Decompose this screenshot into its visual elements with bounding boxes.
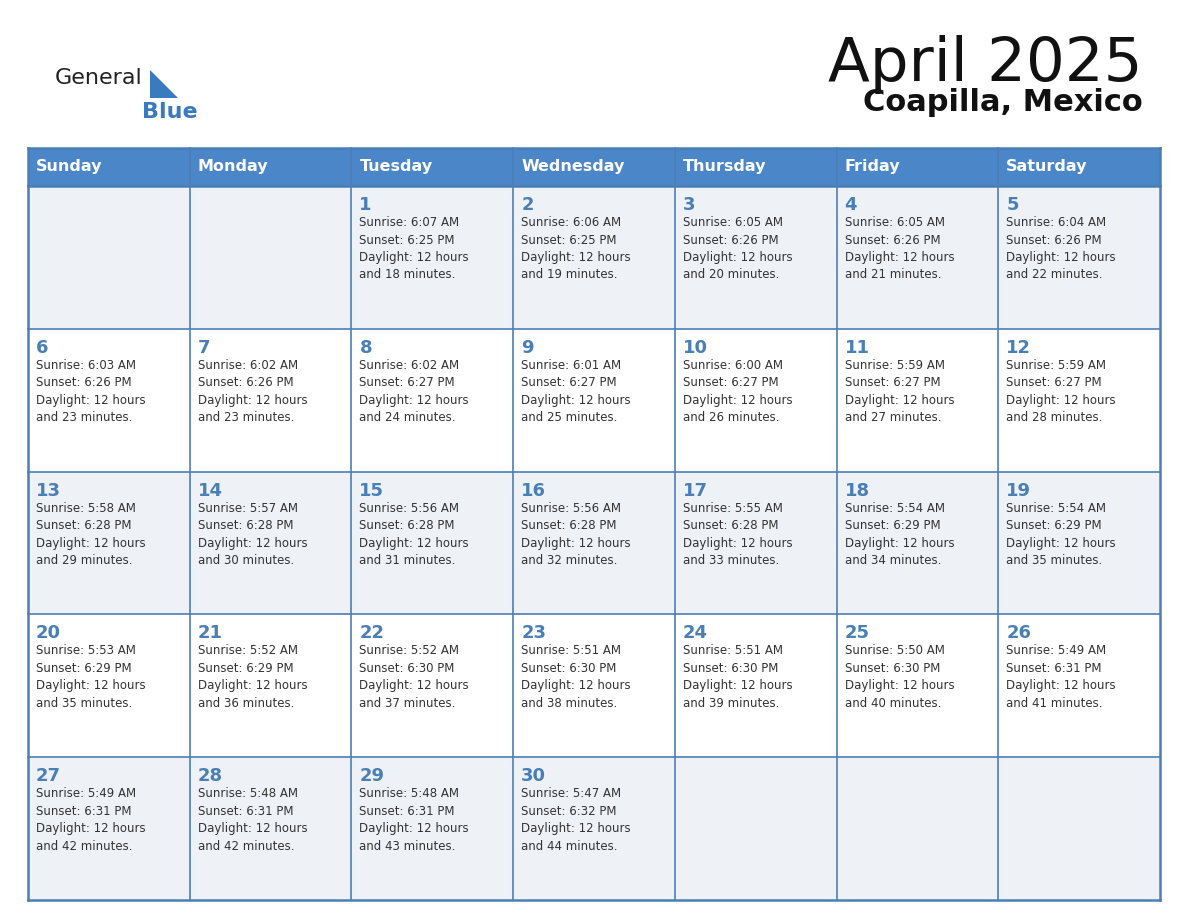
Text: 21: 21	[197, 624, 222, 643]
Text: Friday: Friday	[845, 160, 901, 174]
Text: Sunrise: 5:52 AM
Sunset: 6:29 PM
Daylight: 12 hours
and 36 minutes.: Sunrise: 5:52 AM Sunset: 6:29 PM Dayligh…	[197, 644, 308, 710]
Text: 26: 26	[1006, 624, 1031, 643]
Text: Sunrise: 5:54 AM
Sunset: 6:29 PM
Daylight: 12 hours
and 34 minutes.: Sunrise: 5:54 AM Sunset: 6:29 PM Dayligh…	[845, 501, 954, 567]
Text: 3: 3	[683, 196, 695, 214]
Text: 23: 23	[522, 624, 546, 643]
Bar	[29, 329, 1159, 472]
Text: 22: 22	[360, 624, 385, 643]
Bar	[29, 186, 1159, 329]
Text: Sunrise: 5:50 AM
Sunset: 6:30 PM
Daylight: 12 hours
and 40 minutes.: Sunrise: 5:50 AM Sunset: 6:30 PM Dayligh…	[845, 644, 954, 710]
Text: 17: 17	[683, 482, 708, 499]
Text: Sunrise: 5:59 AM
Sunset: 6:27 PM
Daylight: 12 hours
and 28 minutes.: Sunrise: 5:59 AM Sunset: 6:27 PM Dayligh…	[1006, 359, 1116, 424]
Bar	[29, 148, 1159, 186]
Text: 5: 5	[1006, 196, 1019, 214]
Text: 16: 16	[522, 482, 546, 499]
Text: 11: 11	[845, 339, 870, 357]
Text: 13: 13	[36, 482, 61, 499]
Text: Sunrise: 5:58 AM
Sunset: 6:28 PM
Daylight: 12 hours
and 29 minutes.: Sunrise: 5:58 AM Sunset: 6:28 PM Dayligh…	[36, 501, 146, 567]
Text: 8: 8	[360, 339, 372, 357]
Text: Sunrise: 5:54 AM
Sunset: 6:29 PM
Daylight: 12 hours
and 35 minutes.: Sunrise: 5:54 AM Sunset: 6:29 PM Dayligh…	[1006, 501, 1116, 567]
Text: 20: 20	[36, 624, 61, 643]
Text: 24: 24	[683, 624, 708, 643]
Text: Sunrise: 5:53 AM
Sunset: 6:29 PM
Daylight: 12 hours
and 35 minutes.: Sunrise: 5:53 AM Sunset: 6:29 PM Dayligh…	[36, 644, 146, 710]
Text: Sunrise: 5:56 AM
Sunset: 6:28 PM
Daylight: 12 hours
and 31 minutes.: Sunrise: 5:56 AM Sunset: 6:28 PM Dayligh…	[360, 501, 469, 567]
Text: Sunrise: 6:07 AM
Sunset: 6:25 PM
Daylight: 12 hours
and 18 minutes.: Sunrise: 6:07 AM Sunset: 6:25 PM Dayligh…	[360, 216, 469, 282]
Text: Sunrise: 6:03 AM
Sunset: 6:26 PM
Daylight: 12 hours
and 23 minutes.: Sunrise: 6:03 AM Sunset: 6:26 PM Dayligh…	[36, 359, 146, 424]
Text: 27: 27	[36, 767, 61, 785]
Text: Sunrise: 5:57 AM
Sunset: 6:28 PM
Daylight: 12 hours
and 30 minutes.: Sunrise: 5:57 AM Sunset: 6:28 PM Dayligh…	[197, 501, 308, 567]
Text: 12: 12	[1006, 339, 1031, 357]
Text: Sunrise: 5:51 AM
Sunset: 6:30 PM
Daylight: 12 hours
and 38 minutes.: Sunrise: 5:51 AM Sunset: 6:30 PM Dayligh…	[522, 644, 631, 710]
Text: Sunrise: 6:05 AM
Sunset: 6:26 PM
Daylight: 12 hours
and 21 minutes.: Sunrise: 6:05 AM Sunset: 6:26 PM Dayligh…	[845, 216, 954, 282]
Text: April 2025: April 2025	[828, 35, 1143, 94]
Text: Sunrise: 5:49 AM
Sunset: 6:31 PM
Daylight: 12 hours
and 41 minutes.: Sunrise: 5:49 AM Sunset: 6:31 PM Dayligh…	[1006, 644, 1116, 710]
Text: Sunrise: 5:48 AM
Sunset: 6:31 PM
Daylight: 12 hours
and 42 minutes.: Sunrise: 5:48 AM Sunset: 6:31 PM Dayligh…	[197, 788, 308, 853]
Text: 30: 30	[522, 767, 546, 785]
Text: Sunrise: 6:05 AM
Sunset: 6:26 PM
Daylight: 12 hours
and 20 minutes.: Sunrise: 6:05 AM Sunset: 6:26 PM Dayligh…	[683, 216, 792, 282]
Text: Tuesday: Tuesday	[360, 160, 432, 174]
Bar	[29, 614, 1159, 757]
Text: 29: 29	[360, 767, 385, 785]
Text: 15: 15	[360, 482, 385, 499]
Text: 4: 4	[845, 196, 857, 214]
Text: Sunrise: 5:48 AM
Sunset: 6:31 PM
Daylight: 12 hours
and 43 minutes.: Sunrise: 5:48 AM Sunset: 6:31 PM Dayligh…	[360, 788, 469, 853]
Text: Sunrise: 5:55 AM
Sunset: 6:28 PM
Daylight: 12 hours
and 33 minutes.: Sunrise: 5:55 AM Sunset: 6:28 PM Dayligh…	[683, 501, 792, 567]
Text: 18: 18	[845, 482, 870, 499]
Text: Sunrise: 5:49 AM
Sunset: 6:31 PM
Daylight: 12 hours
and 42 minutes.: Sunrise: 5:49 AM Sunset: 6:31 PM Dayligh…	[36, 788, 146, 853]
Text: Sunrise: 6:00 AM
Sunset: 6:27 PM
Daylight: 12 hours
and 26 minutes.: Sunrise: 6:00 AM Sunset: 6:27 PM Dayligh…	[683, 359, 792, 424]
Text: Sunrise: 5:47 AM
Sunset: 6:32 PM
Daylight: 12 hours
and 44 minutes.: Sunrise: 5:47 AM Sunset: 6:32 PM Dayligh…	[522, 788, 631, 853]
Text: 19: 19	[1006, 482, 1031, 499]
Text: 28: 28	[197, 767, 223, 785]
Text: Wednesday: Wednesday	[522, 160, 625, 174]
Text: 10: 10	[683, 339, 708, 357]
Text: Monday: Monday	[197, 160, 268, 174]
Text: 7: 7	[197, 339, 210, 357]
Text: 2: 2	[522, 196, 533, 214]
Text: Sunday: Sunday	[36, 160, 102, 174]
Text: Coapilla, Mexico: Coapilla, Mexico	[864, 88, 1143, 117]
Bar	[29, 757, 1159, 900]
Text: Blue: Blue	[143, 102, 197, 122]
Text: 9: 9	[522, 339, 533, 357]
Text: 14: 14	[197, 482, 222, 499]
Text: Thursday: Thursday	[683, 160, 766, 174]
Text: Sunrise: 5:56 AM
Sunset: 6:28 PM
Daylight: 12 hours
and 32 minutes.: Sunrise: 5:56 AM Sunset: 6:28 PM Dayligh…	[522, 501, 631, 567]
Polygon shape	[150, 70, 178, 98]
Text: Saturday: Saturday	[1006, 160, 1088, 174]
Text: 6: 6	[36, 339, 49, 357]
Text: Sunrise: 5:51 AM
Sunset: 6:30 PM
Daylight: 12 hours
and 39 minutes.: Sunrise: 5:51 AM Sunset: 6:30 PM Dayligh…	[683, 644, 792, 710]
Bar	[29, 472, 1159, 614]
Text: Sunrise: 6:02 AM
Sunset: 6:27 PM
Daylight: 12 hours
and 24 minutes.: Sunrise: 6:02 AM Sunset: 6:27 PM Dayligh…	[360, 359, 469, 424]
Text: Sunrise: 6:04 AM
Sunset: 6:26 PM
Daylight: 12 hours
and 22 minutes.: Sunrise: 6:04 AM Sunset: 6:26 PM Dayligh…	[1006, 216, 1116, 282]
Text: Sunrise: 6:02 AM
Sunset: 6:26 PM
Daylight: 12 hours
and 23 minutes.: Sunrise: 6:02 AM Sunset: 6:26 PM Dayligh…	[197, 359, 308, 424]
Text: General: General	[55, 68, 143, 88]
Text: Sunrise: 5:59 AM
Sunset: 6:27 PM
Daylight: 12 hours
and 27 minutes.: Sunrise: 5:59 AM Sunset: 6:27 PM Dayligh…	[845, 359, 954, 424]
Text: Sunrise: 5:52 AM
Sunset: 6:30 PM
Daylight: 12 hours
and 37 minutes.: Sunrise: 5:52 AM Sunset: 6:30 PM Dayligh…	[360, 644, 469, 710]
Text: Sunrise: 6:06 AM
Sunset: 6:25 PM
Daylight: 12 hours
and 19 minutes.: Sunrise: 6:06 AM Sunset: 6:25 PM Dayligh…	[522, 216, 631, 282]
Text: 1: 1	[360, 196, 372, 214]
Text: Sunrise: 6:01 AM
Sunset: 6:27 PM
Daylight: 12 hours
and 25 minutes.: Sunrise: 6:01 AM Sunset: 6:27 PM Dayligh…	[522, 359, 631, 424]
Text: 25: 25	[845, 624, 870, 643]
